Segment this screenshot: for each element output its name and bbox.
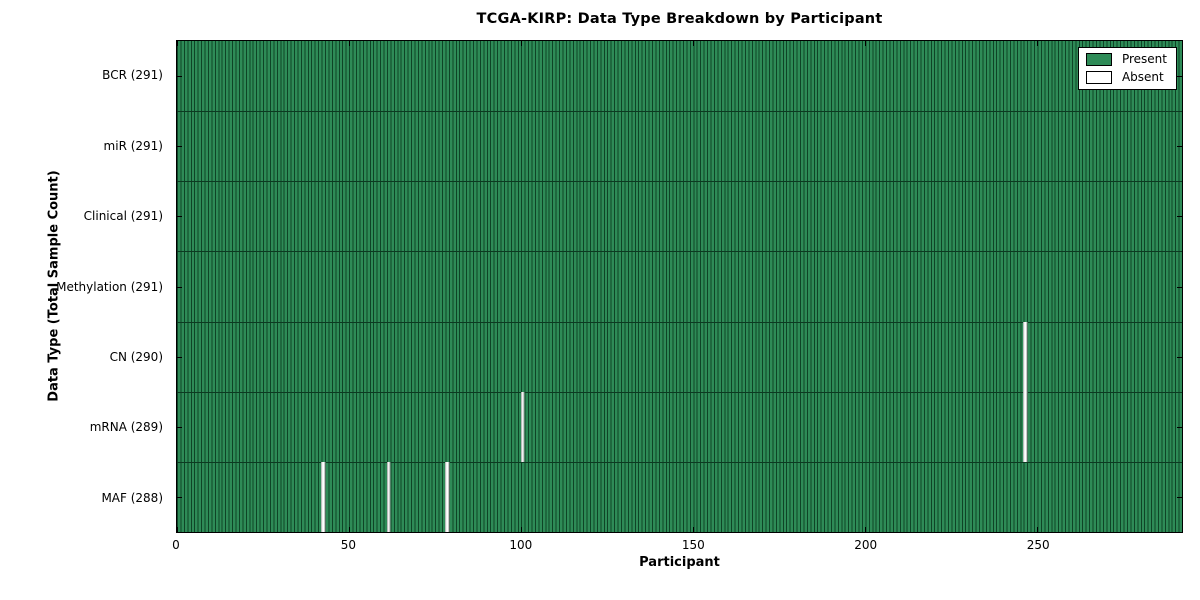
- absent-marker-mRNA-246: [1023, 391, 1028, 462]
- y-tick-mark: [1177, 76, 1182, 78]
- legend: Present Absent: [1077, 47, 1177, 90]
- x-tick-mark: [865, 527, 867, 532]
- absent-marker-mRNA-100: [521, 391, 525, 462]
- x-tick-mark: [1037, 41, 1039, 46]
- x-tick-mark: [1037, 527, 1039, 532]
- y-tick-mark: [177, 146, 182, 148]
- row-divider: [177, 251, 1182, 253]
- x-tick-mark: [521, 41, 523, 46]
- x-axis-tick-labels: 0 50 100 150 200 250: [172, 538, 1183, 554]
- absent-marker-MAF-78: [445, 461, 449, 532]
- x-tick-mark: [693, 527, 695, 532]
- x-tick-label: 100: [509, 538, 533, 552]
- x-tick-mark: [177, 527, 178, 532]
- x-tick-label: 0: [172, 538, 180, 552]
- x-tick-mark: [865, 41, 867, 46]
- y-tick-mark: [177, 356, 182, 358]
- absent-marker-MAF-42: [321, 461, 326, 532]
- x-tick-label: 50: [340, 538, 357, 552]
- x-tick-mark: [177, 41, 178, 46]
- y-tick-label-Clinical: Clinical (291): [83, 209, 163, 224]
- legend-label: Absent: [1121, 70, 1164, 84]
- row-divider: [177, 321, 1182, 323]
- x-tick-mark: [349, 41, 351, 46]
- x-tick-mark: [693, 41, 695, 46]
- y-tick-mark: [1177, 286, 1182, 288]
- absent-marker-CN-246: [1023, 321, 1028, 392]
- legend-entry-present: Present: [1085, 52, 1167, 66]
- y-tick-mark: [1177, 216, 1182, 218]
- y-tick-mark: [177, 426, 182, 428]
- y-tick-label-MAF: MAF (288): [101, 490, 163, 505]
- chart-title: TCGA-KIRP: Data Type Breakdown by Partic…: [476, 11, 883, 27]
- legend-label: Present: [1121, 52, 1167, 66]
- y-tick-label-BCR: BCR (291): [102, 68, 163, 83]
- y-tick-mark: [1177, 146, 1182, 148]
- row-divider: [177, 391, 1182, 393]
- plot-area: Present Absent: [176, 40, 1183, 533]
- row-divider: [177, 111, 1182, 113]
- y-tick-mark: [1177, 356, 1182, 358]
- y-tick-label-Methylation: Methylation (291): [56, 279, 163, 294]
- y-tick-mark: [1177, 426, 1182, 428]
- y-tick-label-miR: miR (291): [103, 138, 163, 153]
- y-tick-mark: [177, 216, 182, 218]
- row-divider: [177, 181, 1182, 183]
- y-tick-label-mRNA: mRNA (289): [89, 420, 163, 435]
- y-tick-mark: [1177, 496, 1182, 498]
- y-tick-label-CN: CN (290): [109, 349, 163, 364]
- x-tick-mark: [521, 527, 523, 532]
- legend-swatch-present: [1085, 53, 1112, 66]
- y-tick-mark: [177, 286, 182, 288]
- row-divider: [177, 461, 1182, 463]
- x-tick-mark: [349, 527, 351, 532]
- legend-swatch-absent: [1085, 71, 1112, 84]
- y-axis-tick-labels: BCR (291) miR (291) Clinical (291) Methylat…: [0, 40, 170, 533]
- y-tick-mark: [177, 76, 182, 78]
- legend-entry-absent: Absent: [1085, 70, 1167, 84]
- x-axis-label: Participant: [639, 555, 720, 570]
- x-tick-label: 250: [1026, 538, 1050, 552]
- absent-marker-MAF-61: [386, 461, 391, 532]
- x-tick-label: 150: [681, 538, 705, 552]
- y-tick-mark: [177, 496, 182, 498]
- x-tick-label: 200: [854, 538, 878, 552]
